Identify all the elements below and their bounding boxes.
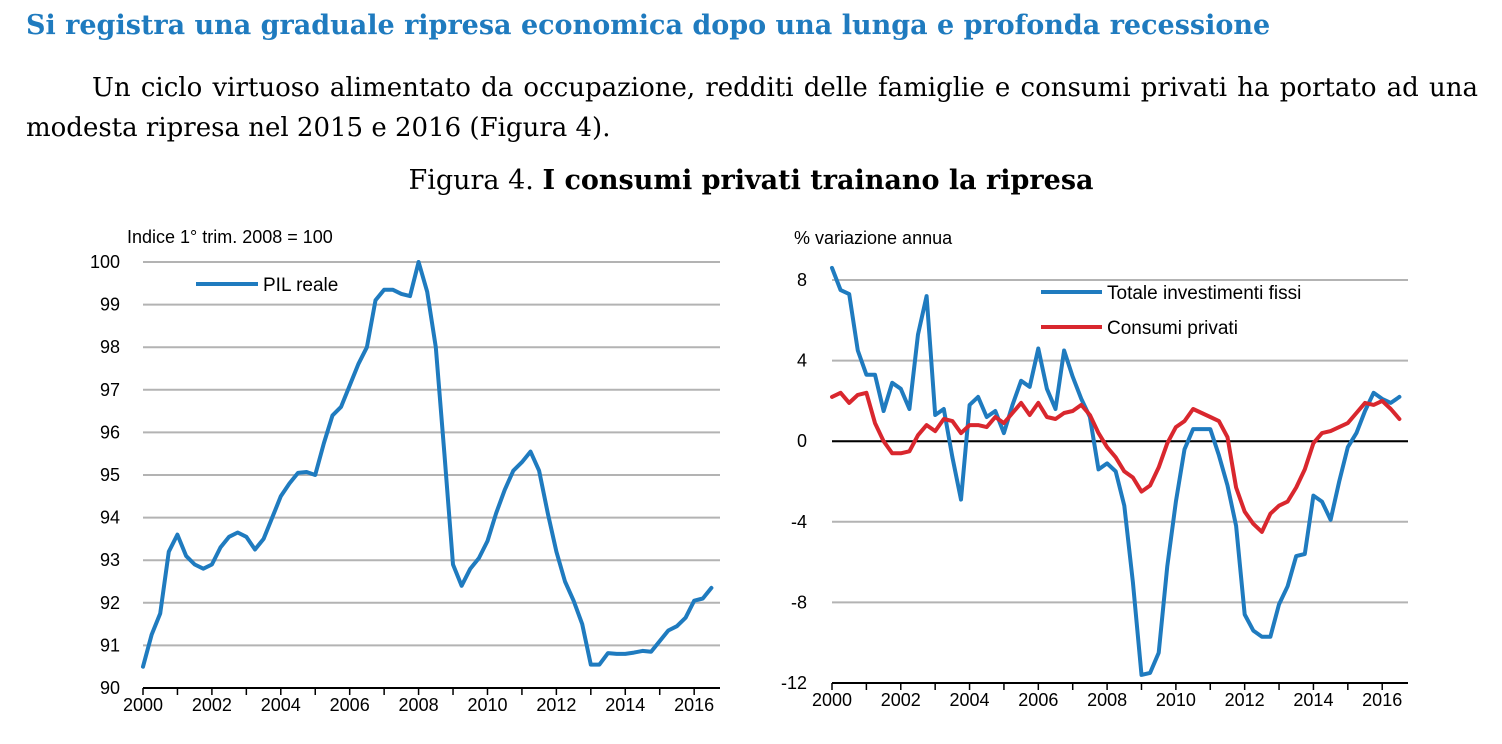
gdp-y-tick-label: 95 — [100, 465, 120, 485]
gdp-x-tick-label: 2004 — [261, 695, 301, 715]
gdp-series-line-1 — [141, 260, 714, 669]
gdp-x-tick-label: 2008 — [399, 695, 439, 715]
gdp-x-tick-label: 2014 — [605, 695, 645, 715]
inv-x-tick-label: 2014 — [1293, 690, 1333, 710]
gdp-legend-label: PIL reale — [263, 275, 338, 296]
inv-x-tick-label: 2016 — [1362, 690, 1402, 710]
inv-x-tick-label: 2006 — [1018, 690, 1058, 710]
inv-legend-label: Totale investimenti fissi — [1107, 283, 1301, 304]
gdp-x-tick-label: 2002 — [192, 695, 232, 715]
gdp-x-tick-label: 2012 — [536, 695, 576, 715]
inv-x-tick-label: 2010 — [1156, 690, 1196, 710]
gdp-y-tick-label: 100 — [90, 252, 120, 272]
gdp-x-tick-label: 2000 — [123, 695, 163, 715]
inv-y-tick-label: 4 — [797, 351, 807, 371]
gdp-y-tick-label: 93 — [100, 550, 120, 570]
inv-x-tick-label: 2008 — [1087, 690, 1127, 710]
figure-caption: Figura 4. I consumi privati trainano la … — [0, 165, 1502, 196]
inv-series-line-1 — [830, 265, 1402, 677]
body-paragraph: Un ciclo virtuoso alimentato da occupazi… — [26, 73, 1478, 143]
section-heading: Si registra una graduale ripresa economi… — [26, 10, 1271, 41]
gdp-y-tick-label: 98 — [100, 337, 120, 357]
inv-y-tick-label: -4 — [791, 512, 807, 532]
gdp-chart: 90 91 92 93 94 95 96 97 98 99 100 2000 2002 2004 2006 2… — [90, 227, 720, 715]
caption-title: I consumi privati trainano la ripresa — [542, 165, 1094, 196]
gdp-y-tick-label: 94 — [100, 508, 120, 528]
inv-x-tick-label: 2012 — [1225, 690, 1265, 710]
inv-y-tick-label: -8 — [791, 592, 807, 612]
gdp-y-tick-label: 91 — [100, 635, 120, 655]
gdp-y-tick-label: 96 — [100, 422, 120, 442]
inv-x-tick-label: 2004 — [950, 690, 990, 710]
caption-prefix: Figura 4. — [408, 165, 534, 196]
inv-y-tick-label: 0 — [797, 431, 807, 451]
gdp-x-tick-label: 2006 — [330, 695, 370, 715]
gdp-y-tick-label: 92 — [100, 593, 120, 613]
gdp-y-tick-label: 90 — [100, 678, 120, 698]
gdp-y-tick-label: 97 — [100, 380, 120, 400]
inv-x-tick-label: 2000 — [812, 690, 852, 710]
inv-y-tick-label: -12 — [781, 673, 807, 693]
inv-y-axis-label: % variazione annua — [794, 228, 953, 248]
gdp-x-tick-label: 2010 — [467, 695, 507, 715]
gdp-y-axis-label: Indice 1° trim. 2008 = 100 — [127, 227, 333, 247]
inv-y-tick-label: 8 — [797, 270, 807, 290]
gdp-y-tick-label: 99 — [100, 295, 120, 315]
inv-legend-label: Consumi privati — [1107, 318, 1238, 339]
inv-series-line-2 — [830, 390, 1402, 534]
inv-x-tick-label: 2002 — [881, 690, 921, 710]
gdp-x-tick-label: 2016 — [674, 695, 714, 715]
